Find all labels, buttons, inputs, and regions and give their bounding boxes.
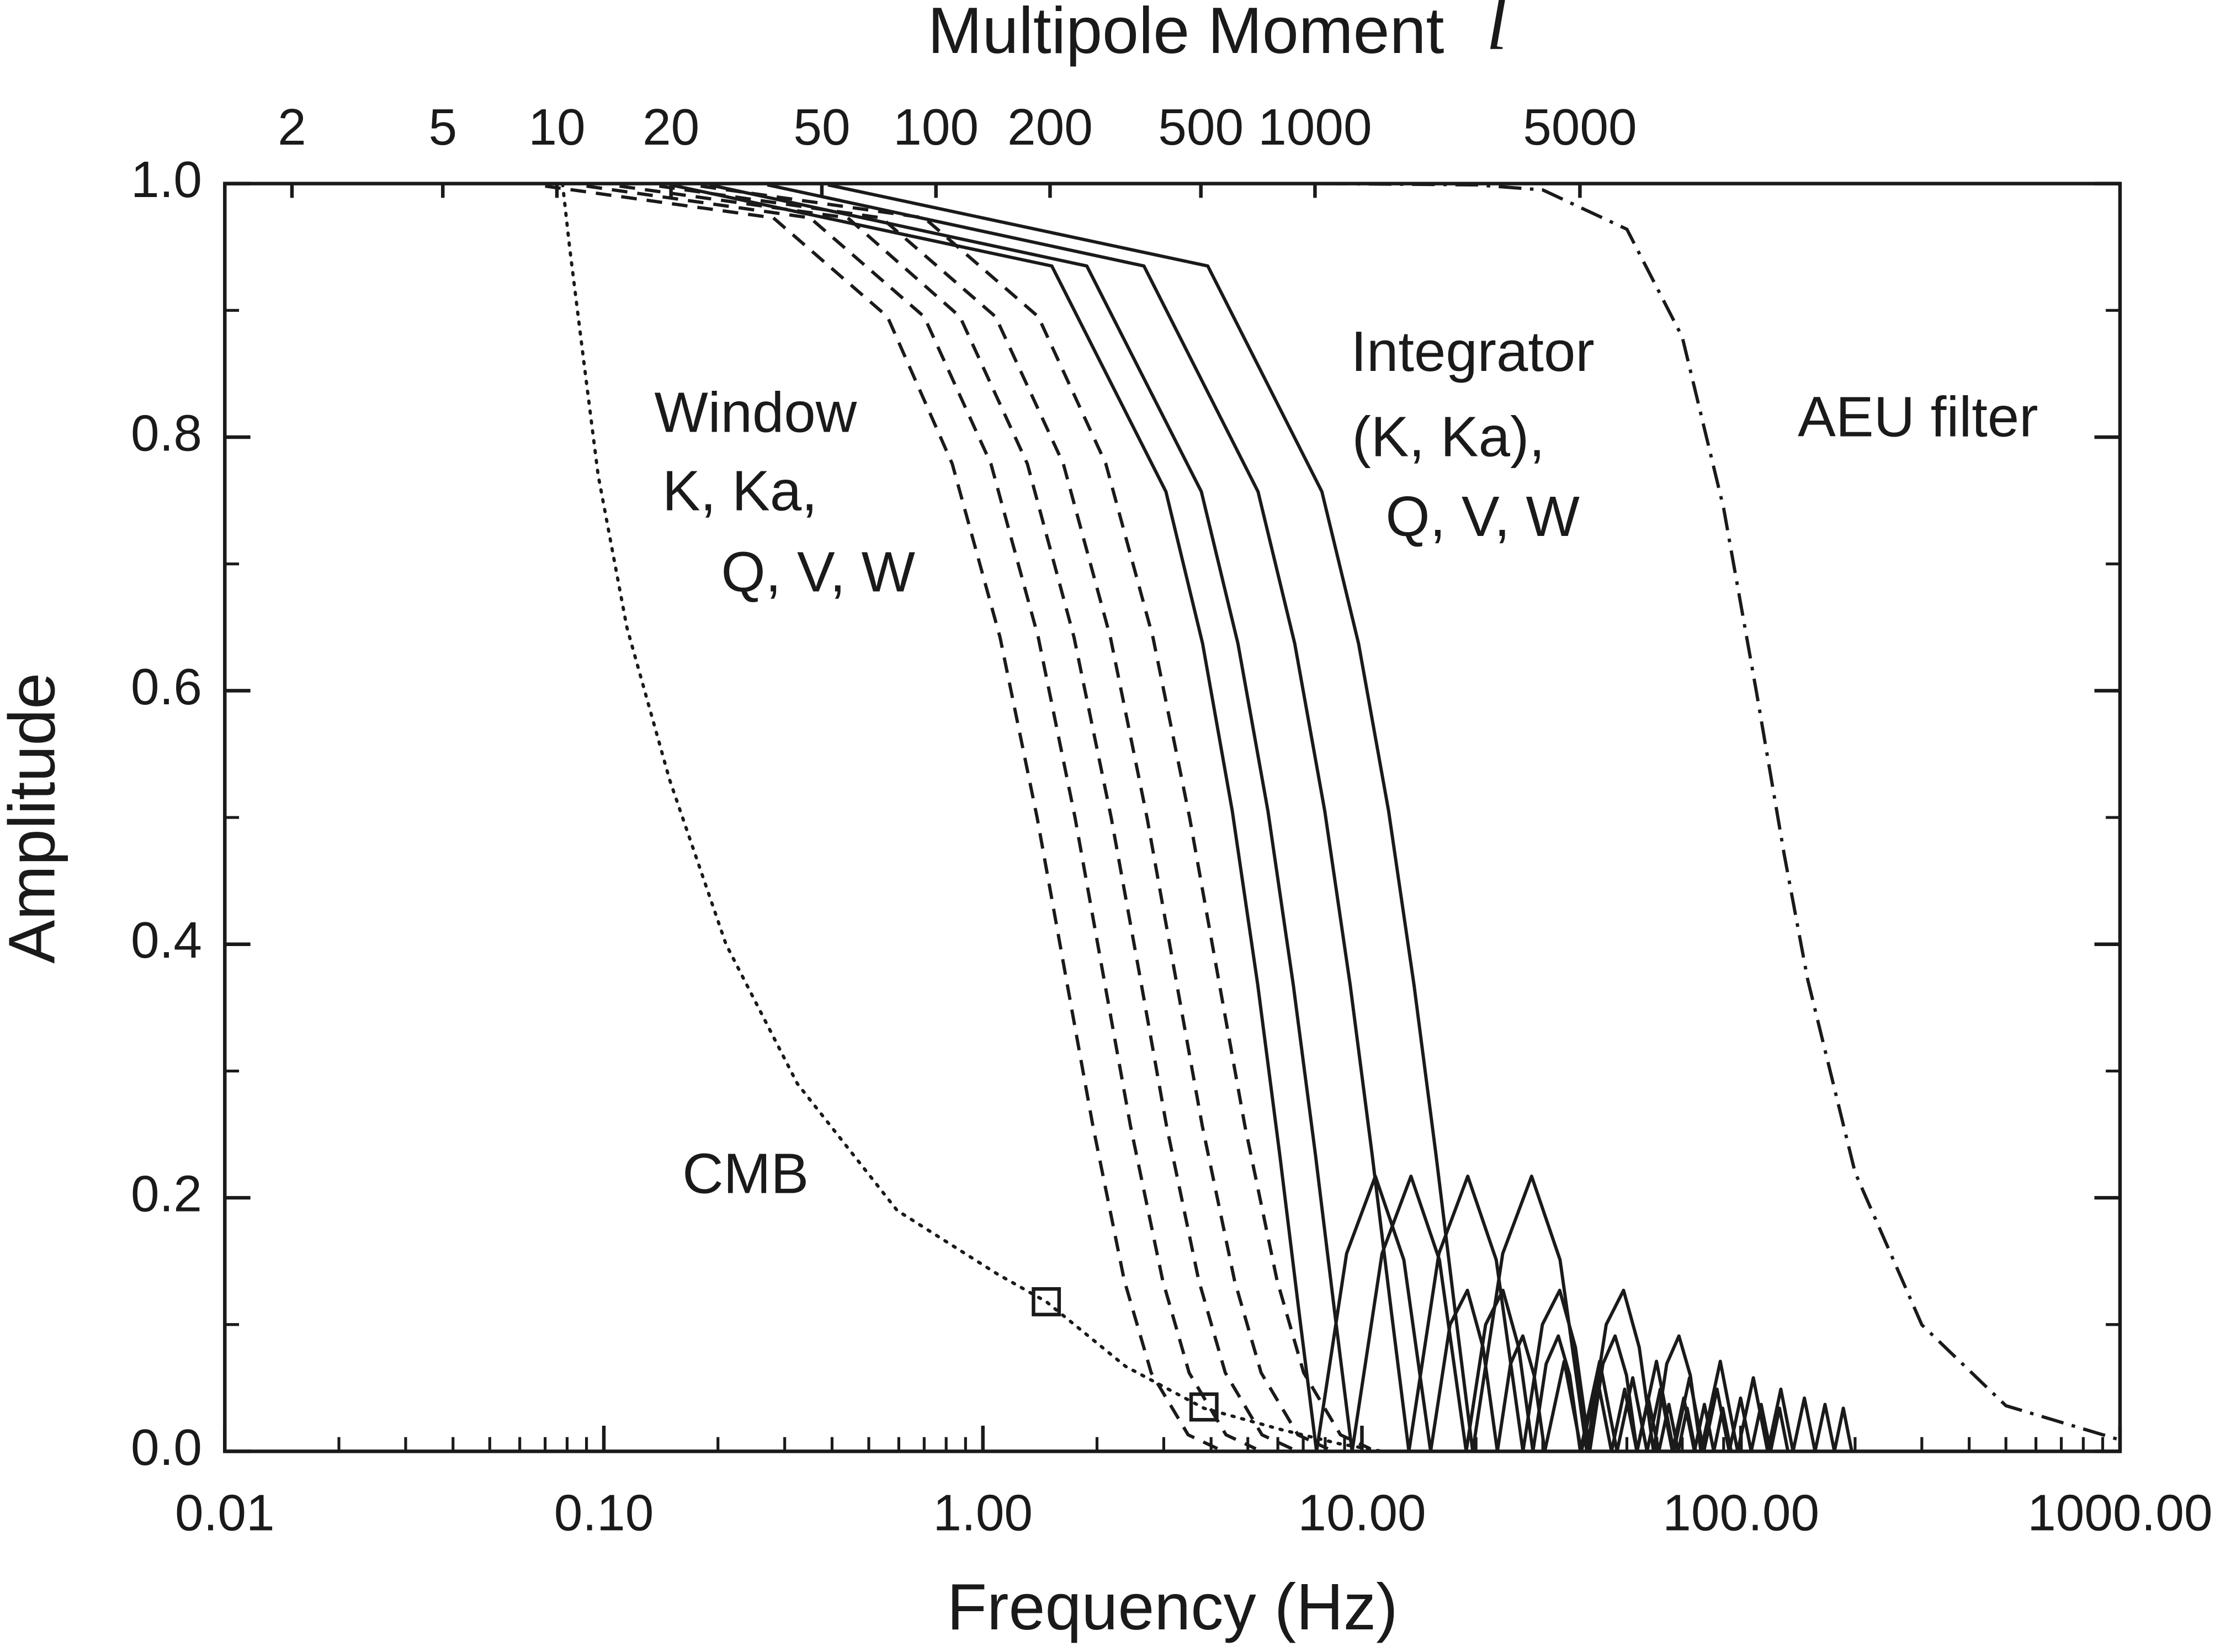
x2-tick-label: 10 — [528, 98, 585, 156]
x2-tick-label: 500 — [1158, 98, 1244, 156]
y-tick-label: 0.0 — [131, 1419, 202, 1476]
x-tick-label: 0.10 — [554, 1484, 654, 1542]
x2-tick-label: 5000 — [1523, 98, 1637, 156]
annotation: Q, V, W — [721, 540, 915, 603]
x2-tick-label: 100 — [893, 98, 979, 156]
y-tick-label: 0.8 — [131, 405, 202, 462]
series-line — [1325, 182, 2120, 1442]
x-tick-label: 1.00 — [933, 1484, 1033, 1542]
x-tick-label: 10.00 — [1298, 1484, 1426, 1542]
x2-tick-label: 2 — [278, 98, 306, 156]
top-axis-symbol: l — [1486, 0, 1508, 66]
annotation: K, Ka, — [662, 459, 817, 522]
annotation: Window — [654, 381, 857, 444]
series-line — [767, 183, 1790, 1452]
y-tick-label: 0.2 — [131, 1165, 202, 1223]
marker-square — [1189, 1392, 1219, 1422]
marker-square — [1032, 1287, 1061, 1316]
x2-tick-label: 200 — [1007, 98, 1093, 156]
x2-tick-label: 20 — [642, 98, 699, 156]
annotation: AEU filter — [1798, 385, 2038, 448]
annotation: (K, Ka), — [1352, 405, 1545, 468]
x-tick-label: 1000.00 — [2027, 1484, 2212, 1542]
annotation: Q, V, W — [1385, 485, 1579, 548]
x2-tick-label: 50 — [793, 98, 850, 156]
y-tick-label: 1.0 — [131, 151, 202, 208]
plot-frame — [223, 182, 2122, 1453]
annotation: CMB — [682, 1142, 809, 1205]
series-line — [545, 184, 1219, 1451]
x2-tick-label: 5 — [428, 98, 457, 156]
x-tick-label: 100.00 — [1662, 1484, 1819, 1542]
series-line — [586, 184, 1257, 1451]
series-line — [561, 182, 1384, 1452]
annotation: Integrator — [1351, 320, 1594, 383]
x2-tick-label: 1000 — [1258, 98, 1372, 156]
x-axis-title: Frequency (Hz) — [947, 1571, 1398, 1644]
x-tick-label: 0.01 — [175, 1484, 275, 1542]
y-tick-label: 0.4 — [131, 911, 202, 969]
series-line — [827, 183, 1853, 1452]
y-tick-label: 0.6 — [131, 658, 202, 715]
y-axis-title: Amplitude — [0, 673, 68, 964]
series-line — [658, 184, 1329, 1451]
top-axis-title: Multipole Moment — [928, 0, 1444, 67]
series-line — [700, 184, 1372, 1451]
